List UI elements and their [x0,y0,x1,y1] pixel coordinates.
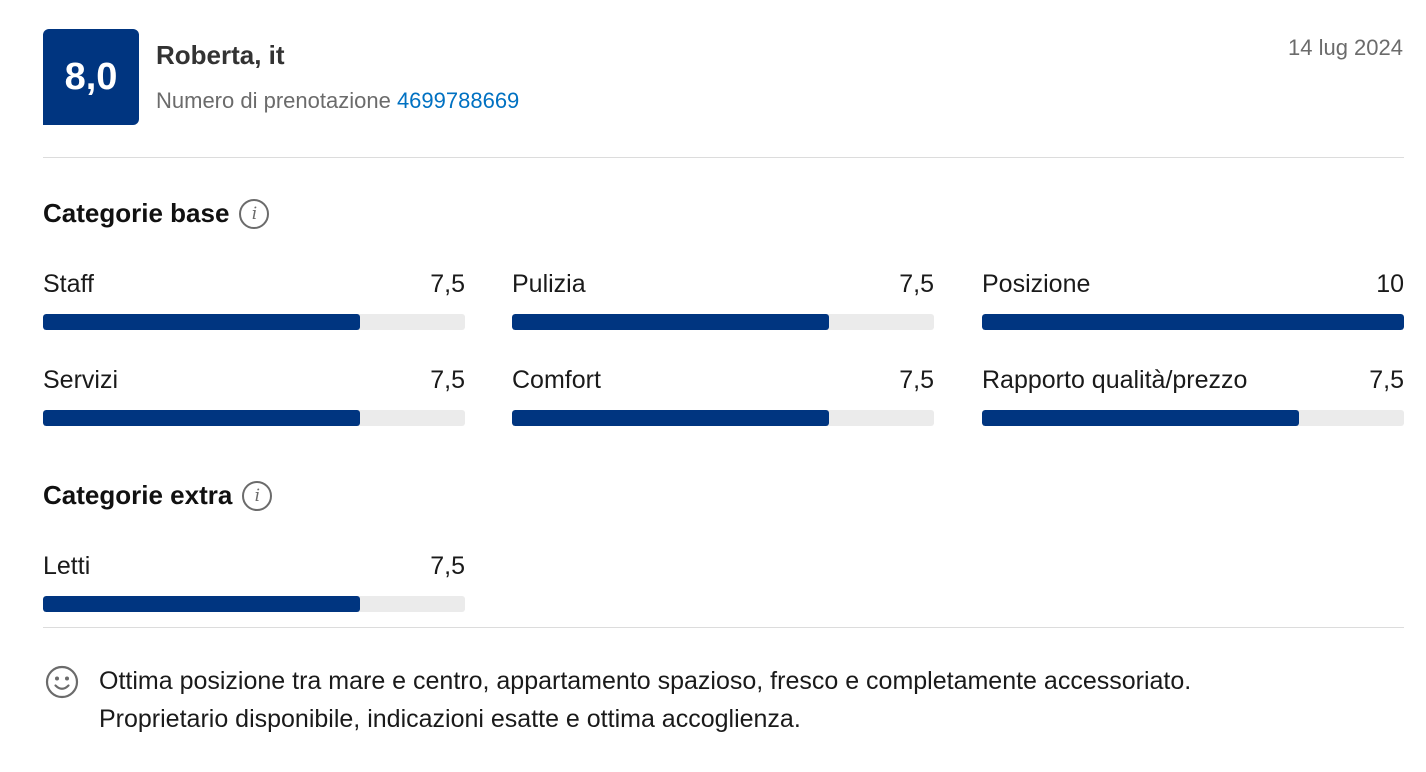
booking-line: Numero di prenotazione 4699788669 [156,88,519,114]
category-letti: Letti 7,5 [43,552,465,612]
score-bar [512,314,934,330]
category-label: Pulizia [512,270,586,298]
score-bar [512,410,934,426]
score-bar-fill [512,410,829,426]
divider [43,627,1404,628]
booking-label: Numero di prenotazione [156,88,391,113]
category-score: 7,5 [430,270,465,298]
category-label: Rapporto qualità/prezzo [982,366,1248,394]
score-bar-fill [43,314,360,330]
score-bar-fill [43,596,360,612]
score-bar-fill [982,410,1299,426]
section-title-base: Categorie base i [43,198,270,229]
score-badge: 8,0 [43,29,139,125]
category-label: Posizione [982,270,1091,298]
score-bar-fill [43,410,360,426]
review-comment: Ottima posizione tra mare e centro, appa… [99,662,1399,738]
info-icon[interactable]: i [239,198,270,229]
category-label: Staff [43,270,94,298]
category-posizione: Posizione 10 [982,270,1404,330]
reviewer-name: Roberta, it [156,40,285,70]
category-score: 7,5 [1369,366,1404,394]
score-bar-fill [982,314,1404,330]
category-score: 10 [1376,270,1404,298]
category-label: Comfort [512,366,601,394]
info-icon[interactable]: i [242,480,273,511]
review-comment-line: Proprietario disponibile, indicazioni es… [99,705,801,733]
category-score: 7,5 [899,366,934,394]
category-label: Letti [43,552,91,580]
category-comfort: Comfort 7,5 [512,366,934,426]
category-score: 7,5 [430,552,465,580]
score-bar [43,410,465,426]
section-title-extra-label: Categorie extra [43,480,233,510]
score-bar [43,596,465,612]
section-title-base-label: Categorie base [43,198,230,228]
booking-number-link[interactable]: 4699788669 [396,88,520,113]
score-bar [982,410,1404,426]
divider [43,157,1404,158]
category-staff: Staff 7,5 [43,270,465,330]
category-label: Servizi [43,366,119,394]
score-value: 8,0 [64,55,118,98]
category-score: 7,5 [899,270,934,298]
score-bar-fill [512,314,829,330]
category-score: 7,5 [430,366,465,394]
smiley-icon [45,665,79,699]
section-title-extra: Categorie extra i [43,480,273,511]
review-comment-line: Ottima posizione tra mare e centro, appa… [99,667,1192,695]
score-bar [982,314,1404,330]
category-pulizia: Pulizia 7,5 [512,270,934,330]
category-rapporto-qualita-prezzo: Rapporto qualità/prezzo 7,5 [982,366,1404,426]
score-bar [43,314,465,330]
category-servizi: Servizi 7,5 [43,366,465,426]
review-date: 14 lug 2024 [1288,35,1403,60]
